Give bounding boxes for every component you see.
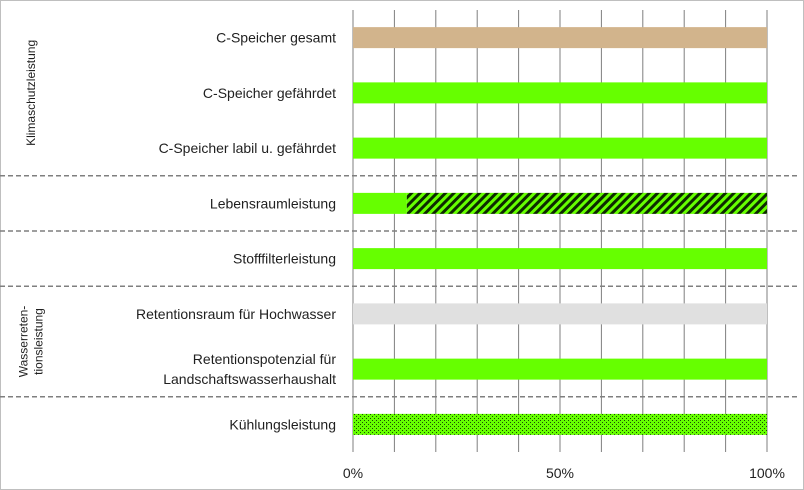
bar-segment: [353, 358, 767, 380]
x-tick-label: 0%: [343, 465, 363, 481]
bar-segment: [353, 413, 767, 435]
category-label: Lebensraumleistung: [210, 195, 336, 211]
group-label: Wasserreten-tionsleistung: [17, 306, 46, 378]
bar-segment: [353, 248, 767, 270]
category-label: Stofffilterleistung: [233, 251, 336, 267]
bar-segment: [353, 27, 767, 49]
category-label: Kühlungsleistung: [229, 416, 336, 432]
category-label: Retentionsraum für Hochwasser: [136, 306, 336, 322]
x-tick-label: 50%: [546, 465, 574, 481]
bar-segment: [353, 192, 407, 214]
category-label: C-Speicher labil u. gefährdet: [159, 140, 337, 156]
group-label: Klimaschutzleistung: [24, 40, 38, 146]
x-tick-label: 100%: [749, 465, 785, 481]
bar-segment: [353, 82, 767, 104]
bar-segment: [406, 192, 767, 214]
bar-segment: [353, 303, 767, 325]
category-label: Retentionspotenzial für Landschaftswasser…: [163, 351, 336, 387]
category-label: C-Speicher gefährdet: [203, 85, 336, 101]
category-label: C-Speicher gesamt: [216, 30, 336, 46]
bar-segment: [353, 137, 767, 159]
